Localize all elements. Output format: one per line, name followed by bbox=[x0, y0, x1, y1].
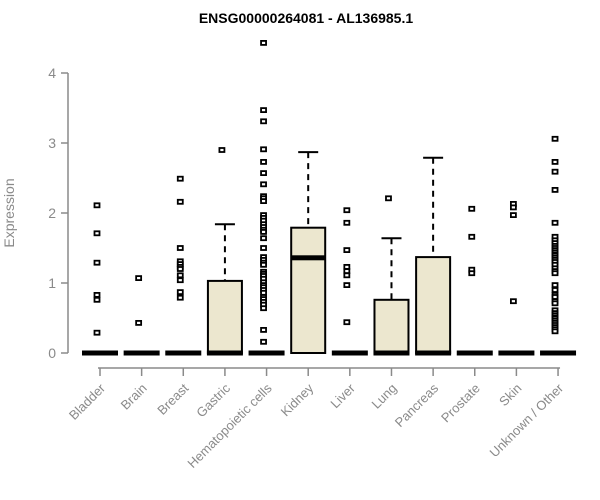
outlier-point bbox=[260, 118, 267, 125]
outlier-point bbox=[176, 198, 184, 205]
x-tick-label: Brain bbox=[118, 381, 150, 413]
outlier-point bbox=[176, 294, 184, 301]
outlier-point bbox=[260, 338, 267, 345]
outlier-point bbox=[551, 158, 559, 165]
y-tick-label: 1 bbox=[48, 275, 56, 291]
outlier-point bbox=[176, 175, 184, 182]
x-tick-label: Prostate bbox=[438, 381, 483, 426]
outlier-point bbox=[468, 233, 476, 240]
x-tick-label: Liver bbox=[327, 380, 358, 411]
outlier-point bbox=[93, 259, 101, 266]
outlier-point bbox=[260, 305, 267, 312]
outlier-point bbox=[551, 287, 559, 293]
outlier-point bbox=[93, 296, 101, 303]
median-bar bbox=[82, 350, 118, 356]
outlier-point bbox=[260, 146, 267, 153]
outlier-point bbox=[176, 272, 184, 279]
y-tick-label: 4 bbox=[48, 65, 56, 81]
outlier-point bbox=[176, 266, 184, 272]
x-tick-label: Breast bbox=[154, 380, 191, 417]
outlier-point bbox=[551, 168, 559, 175]
x-tick-label: Unknown / Other bbox=[487, 380, 567, 460]
iqr-box bbox=[290, 226, 327, 354]
median-bar bbox=[248, 350, 285, 356]
outlier-point bbox=[260, 170, 267, 177]
median-bar bbox=[331, 350, 368, 356]
median-bar bbox=[206, 350, 243, 356]
median-bar bbox=[165, 350, 202, 356]
outlier-point bbox=[509, 212, 517, 219]
outlier-point bbox=[551, 300, 559, 307]
outlier-point bbox=[93, 230, 101, 237]
outlier-point bbox=[260, 158, 267, 165]
y-tick-label: 2 bbox=[48, 205, 56, 221]
outlier-point bbox=[551, 186, 559, 193]
median-bar bbox=[291, 255, 325, 261]
x-tick-label: Pancreas bbox=[392, 380, 442, 430]
iqr-box bbox=[373, 298, 410, 354]
outlier-point bbox=[343, 272, 351, 279]
outlier-point bbox=[509, 298, 517, 305]
iqr-box bbox=[206, 279, 243, 354]
outlier-point bbox=[260, 198, 267, 205]
chart-title: ENSG00000264081 - AL136985.1 bbox=[198, 10, 414, 26]
outlier-point bbox=[218, 147, 226, 153]
median-bar bbox=[123, 350, 160, 356]
median-bar bbox=[373, 350, 410, 356]
outlier-point bbox=[135, 319, 143, 326]
outlier-point bbox=[343, 319, 351, 326]
outlier-point bbox=[551, 219, 559, 226]
outlier-point bbox=[509, 204, 517, 211]
outlier-point bbox=[93, 329, 101, 336]
median-bar bbox=[456, 350, 493, 356]
x-tick-label: Gastric bbox=[193, 380, 233, 420]
x-tick-label: Skin bbox=[496, 381, 524, 409]
outlier-point bbox=[93, 202, 101, 209]
outlier-point bbox=[343, 219, 351, 226]
median-bar bbox=[498, 350, 535, 356]
median-bar bbox=[540, 350, 577, 356]
outlier-point bbox=[260, 235, 267, 242]
median-bar bbox=[415, 350, 452, 356]
outlier-point bbox=[343, 247, 351, 254]
outlier-point bbox=[176, 277, 184, 284]
iqr-box bbox=[415, 256, 452, 355]
outlier-point bbox=[343, 207, 351, 214]
outlier-point bbox=[551, 328, 559, 335]
outlier-point bbox=[551, 135, 559, 142]
x-tick-label: Lung bbox=[369, 381, 400, 412]
outlier-point bbox=[176, 245, 184, 251]
outlier-point bbox=[468, 270, 476, 277]
outlier-point bbox=[551, 270, 559, 277]
outlier-point bbox=[260, 245, 267, 251]
y-axis-label: Expression bbox=[1, 178, 17, 247]
outlier-point bbox=[260, 261, 267, 268]
outlier-point bbox=[260, 326, 267, 333]
outlier-point bbox=[260, 228, 267, 235]
x-tick-label: Kidney bbox=[278, 380, 317, 419]
outlier-point bbox=[260, 107, 267, 113]
outlier-point bbox=[176, 289, 184, 296]
y-tick-label: 3 bbox=[48, 135, 56, 151]
outlier-point bbox=[93, 291, 101, 298]
outlier-point bbox=[260, 181, 267, 188]
y-tick-label: 0 bbox=[48, 345, 56, 361]
outlier-point bbox=[551, 282, 559, 289]
outlier-point bbox=[385, 195, 392, 202]
outlier-point bbox=[343, 282, 351, 289]
x-tick-label: Bladder bbox=[66, 380, 109, 423]
outlier-point bbox=[260, 40, 267, 46]
outlier-point bbox=[135, 275, 143, 282]
outlier-point bbox=[468, 205, 476, 212]
